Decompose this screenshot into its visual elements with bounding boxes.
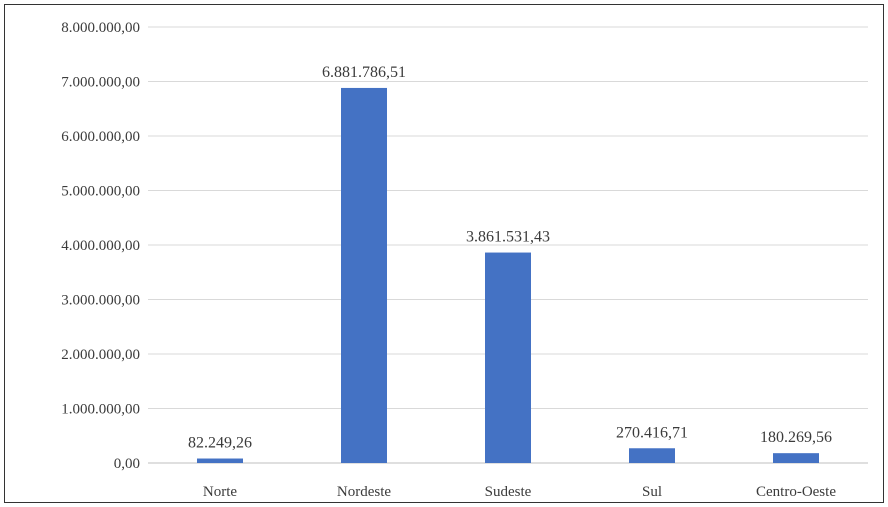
category-label: Norte xyxy=(203,484,237,500)
y-axis-tick-labels: 0,00 1.000.000,00 2.000.000,00 3.000.000,00… xyxy=(61,20,140,472)
y-tick-label: 8.000.000,00 xyxy=(61,20,140,36)
data-label: 3.861.531,43 xyxy=(466,229,550,246)
data-labels: 82.249,26 6.881.786,51 3.861.531,43 270.416… xyxy=(188,64,832,452)
data-label: 6.881.786,51 xyxy=(322,64,406,81)
category-label: Sul xyxy=(642,484,662,500)
bar-nordeste xyxy=(341,87,387,464)
data-label: 82.249,26 xyxy=(188,435,252,452)
bar-centro-oeste xyxy=(773,453,819,463)
data-label: 270.416,71 xyxy=(616,424,688,441)
category-label: Centro-Oeste xyxy=(756,484,836,500)
y-tick-label: 3.000.000,00 xyxy=(61,293,140,309)
gridlines xyxy=(148,26,868,464)
y-tick-label: 2.000.000,00 xyxy=(61,347,140,363)
data-label: 180.269,56 xyxy=(760,429,832,446)
x-axis-category-labels: Norte Nordeste Sudeste Sul Centro-Oeste xyxy=(203,484,836,500)
y-tick-label: 5.000.000,00 xyxy=(61,184,140,200)
y-tick-label: 0,00 xyxy=(114,456,140,472)
y-tick-label: 4.000.000,00 xyxy=(61,238,140,254)
category-label: Nordeste xyxy=(337,484,391,500)
category-label: Sudeste xyxy=(485,484,532,500)
bars xyxy=(197,87,819,464)
chart-frame xyxy=(4,4,884,503)
y-tick-label: 7.000.000,00 xyxy=(61,75,140,91)
bar-sul xyxy=(629,448,675,463)
y-tick-label: 1.000.000,00 xyxy=(61,402,140,418)
y-tick-label: 6.000.000,00 xyxy=(61,129,140,145)
bar-sudeste xyxy=(485,252,531,463)
bar-norte xyxy=(197,458,243,463)
